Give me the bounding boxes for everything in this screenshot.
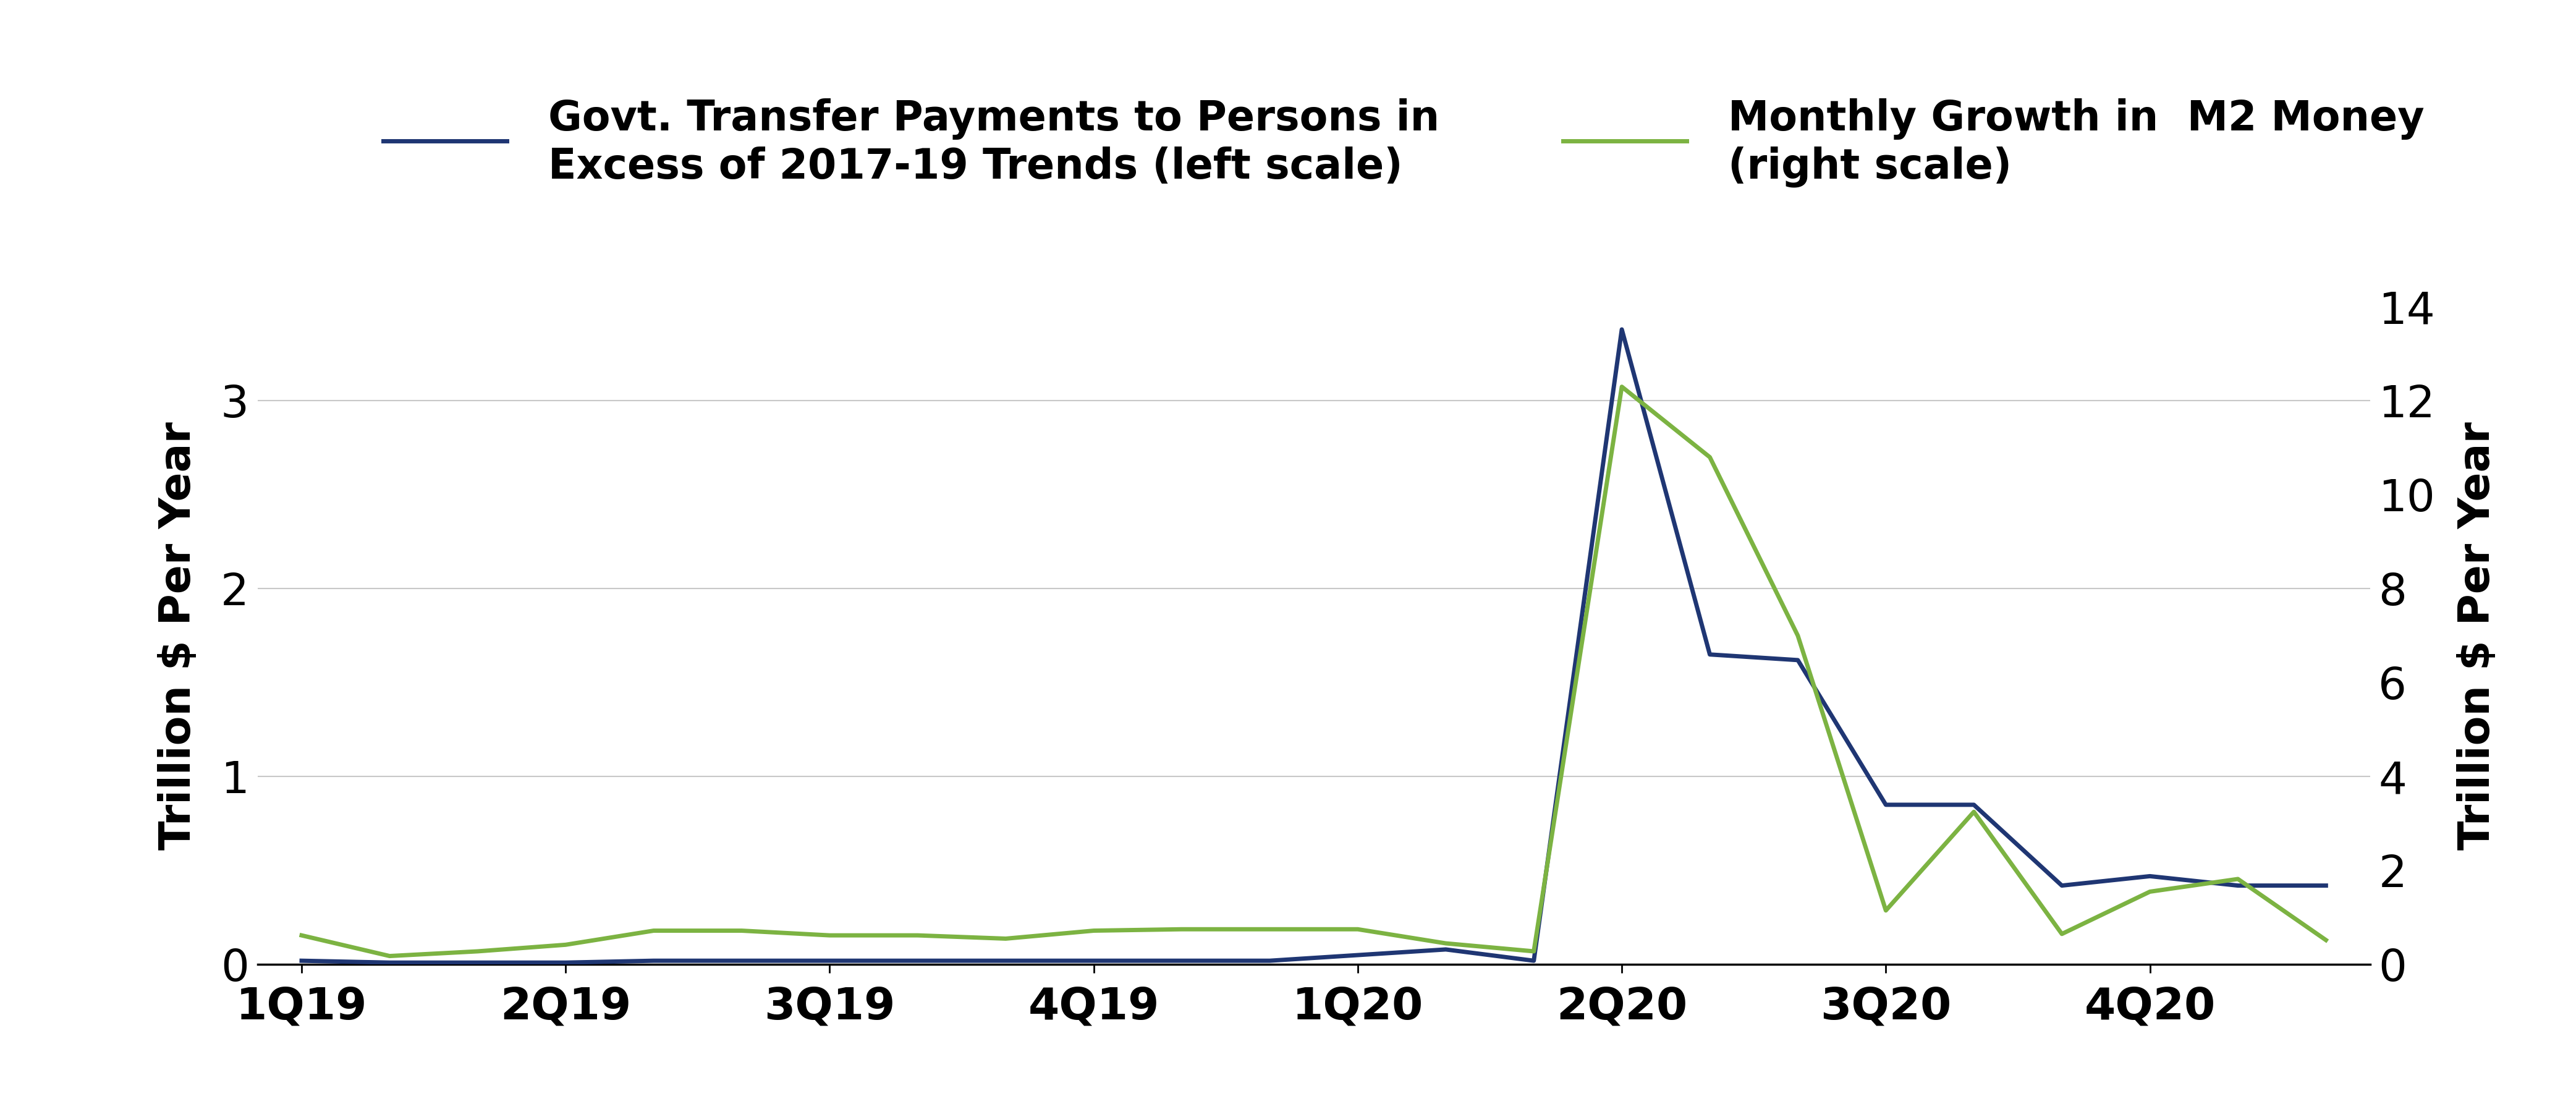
Legend: Govt. Transfer Payments to Persons in
Excess of 2017-19 Trends (left scale), Mon: Govt. Transfer Payments to Persons in Ex… bbox=[363, 78, 2445, 208]
Y-axis label: Trillion $ Per Year: Trillion $ Per Year bbox=[157, 422, 198, 849]
Y-axis label: Trillion $ Per Year: Trillion $ Per Year bbox=[2458, 422, 2499, 849]
